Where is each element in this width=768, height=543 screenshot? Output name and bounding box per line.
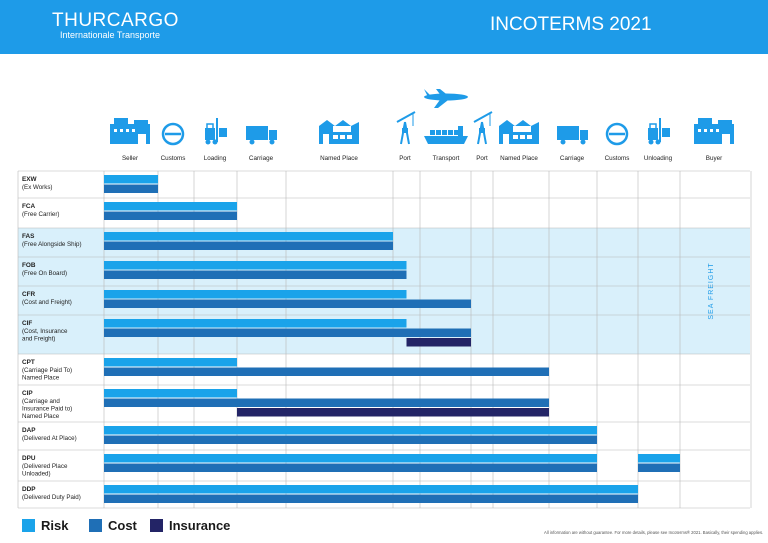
term-name: (Free Alongside Ship) (22, 241, 82, 248)
cost-bar (104, 299, 471, 308)
term-name: (Carriage and (22, 398, 60, 405)
risk-bar (104, 426, 597, 435)
term-name: Named Place (22, 413, 60, 420)
risk-bar (104, 454, 597, 463)
risk-bar (104, 290, 407, 299)
term-name: Unloaded) (22, 471, 51, 478)
term-name: (Carriage Paid To) (22, 367, 72, 374)
brand-subtitle: Internationale Transporte (60, 30, 161, 40)
column-label: Transport (433, 155, 460, 162)
risk-bar (104, 202, 237, 211)
term-name: (Ex Works) (22, 184, 52, 191)
truck-icon (246, 126, 277, 145)
cost-bar (638, 463, 680, 472)
term-name: and Freight) (22, 336, 55, 343)
legend-risk: Risk (22, 516, 68, 534)
risk-bar (104, 175, 158, 184)
incoterms-matrix: SEA FREIGHT Seller Customs Loading Carriage N… (17, 89, 752, 509)
term-code: FCA (22, 203, 36, 210)
footnote: All information are without guarantee. F… (544, 530, 764, 535)
sea-freight-label: SEA FREIGHT (708, 262, 715, 319)
term-name: (Delivered At Place) (22, 435, 77, 442)
brand-logo: THURCARGO (52, 10, 179, 31)
customs-icon (605, 122, 629, 146)
cargo-warehouse-icon (319, 120, 359, 144)
risk-bar (638, 454, 680, 463)
term-code: CIF (22, 320, 32, 327)
column-label: Named Place (320, 155, 358, 162)
term-name: (Cost and Freight) (22, 299, 72, 306)
cost-bar (104, 367, 549, 376)
risk-bar (104, 319, 407, 328)
cost-bar (104, 494, 638, 503)
legend-insurance-swatch (150, 518, 163, 532)
legend-risk-swatch (22, 518, 35, 532)
legend-cost-swatch (89, 518, 102, 532)
term-name: (Free On Board) (22, 270, 67, 277)
term-name: Named Place (22, 375, 60, 382)
cost-bar (104, 398, 549, 407)
cost-bar (104, 184, 158, 193)
page-title: INCOTERMS 2021 (490, 14, 652, 35)
column-label: Customs (605, 155, 630, 162)
customs-icon (161, 122, 185, 146)
column-label: Loading (204, 155, 227, 162)
insurance-bar (406, 338, 471, 347)
airplane-icon (424, 89, 468, 108)
term-name: (Delivered Duty Paid) (22, 494, 81, 501)
term-name: (Delivered Place (22, 463, 68, 470)
term-code: CIP (22, 390, 33, 397)
factory-icon (694, 118, 734, 144)
forklift-icon (205, 118, 227, 145)
cost-bar (104, 463, 597, 472)
term-code: FOB (22, 262, 36, 269)
ship-icon (424, 126, 468, 144)
term-code: EXW (22, 176, 38, 183)
term-name: (Free Carrier) (22, 211, 59, 218)
risk-bar (104, 232, 393, 241)
column-label: Buyer (706, 155, 722, 162)
legend-insurance-label: Insurance (169, 517, 231, 533)
column-label: Carriage (249, 155, 274, 162)
insurance-bar (237, 408, 549, 417)
cost-bar (104, 241, 393, 250)
cost-bar (104, 211, 237, 220)
column-label: Seller (122, 155, 138, 162)
column-label: Port (476, 155, 488, 162)
risk-bar (104, 358, 237, 367)
term-code: DPU (22, 455, 36, 462)
column-label: Customs (161, 155, 186, 162)
legend-risk-label: Risk (41, 517, 69, 533)
legend-insurance: Insurance (150, 516, 230, 534)
risk-bar (104, 485, 638, 494)
term-code: CFR (22, 291, 36, 298)
forklift-icon (648, 118, 670, 145)
term-code: DDP (22, 486, 36, 493)
term-code: CPT (22, 359, 35, 366)
cost-bar (104, 435, 597, 444)
legend-cost-label: Cost (108, 517, 137, 533)
cost-bar (104, 270, 407, 279)
risk-bar (104, 261, 407, 270)
column-label: Port (399, 155, 411, 162)
truck-icon (557, 126, 588, 145)
risk-bar (104, 389, 237, 398)
column-label: Unloading (644, 155, 673, 162)
term-name: Insurance Paid to) (22, 406, 72, 413)
cost-bar (104, 328, 471, 337)
term-name: (Cost, Insurance (22, 328, 68, 335)
header-bar: THURCARGO Internationale Transporte INCO… (0, 0, 768, 54)
legend-cost: Cost (89, 516, 137, 534)
port-crane-icon (396, 111, 416, 145)
term-code: DAP (22, 427, 36, 434)
column-label: Named Place (500, 155, 538, 162)
factory-icon (110, 118, 150, 144)
term-code: FAS (22, 233, 35, 240)
port-crane-icon (473, 111, 493, 145)
cargo-warehouse-icon (499, 120, 539, 144)
column-label: Carriage (560, 155, 585, 162)
